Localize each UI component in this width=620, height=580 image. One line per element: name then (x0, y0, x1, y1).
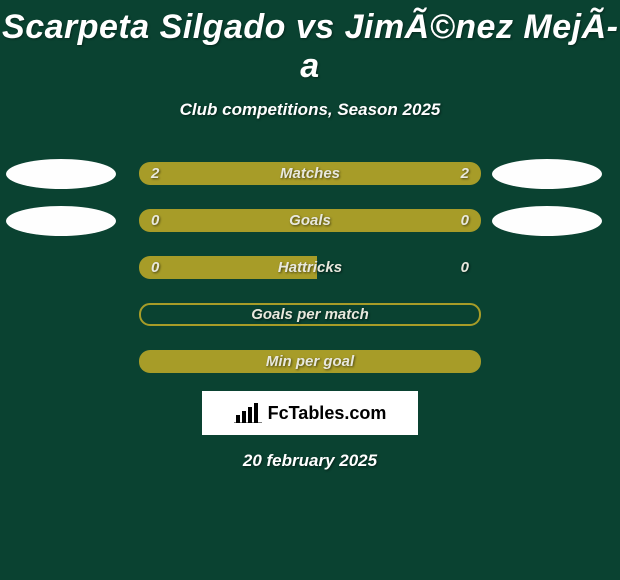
player-right-oval (492, 206, 602, 236)
stat-label: Matches (280, 165, 340, 182)
stat-row-min-per-goal: Min per goal (0, 350, 620, 373)
stat-value-right: 2 (461, 165, 469, 182)
page-title: Scarpeta Silgado vs JimÃ©nez MejÃ­a (0, 0, 620, 86)
stat-rows: 2 Matches 2 0 Goals 0 0 Hattricks 0 Goal… (0, 162, 620, 373)
brand-box[interactable]: FcTables.com (202, 391, 418, 435)
stat-row-goals-per-match: Goals per match (0, 303, 620, 326)
brand-text: FcTables.com (268, 403, 387, 424)
stat-label: Goals per match (251, 306, 369, 323)
stat-value-left: 0 (151, 259, 159, 276)
stat-row-matches: 2 Matches 2 (0, 162, 620, 185)
stat-label: Goals (289, 212, 331, 229)
stat-value-right: 0 (461, 212, 469, 229)
stat-bar: 0 Hattricks 0 (139, 256, 481, 279)
stat-row-goals: 0 Goals 0 (0, 209, 620, 232)
bar-chart-icon (234, 403, 262, 423)
stat-bar: 0 Goals 0 (139, 209, 481, 232)
player-right-oval (492, 159, 602, 189)
stat-value-left: 2 (151, 165, 159, 182)
date-text: 20 february 2025 (0, 451, 620, 471)
player-left-oval (6, 159, 116, 189)
stat-label: Hattricks (278, 259, 342, 276)
stat-label: Min per goal (266, 353, 354, 370)
stat-value-left: 0 (151, 212, 159, 229)
stat-bar: Min per goal (139, 350, 481, 373)
stat-row-hattricks: 0 Hattricks 0 (0, 256, 620, 279)
stat-value-right: 0 (461, 259, 469, 276)
player-left-oval (6, 206, 116, 236)
stat-bar: 2 Matches 2 (139, 162, 481, 185)
page-subtitle: Club competitions, Season 2025 (0, 100, 620, 120)
stat-bar: Goals per match (139, 303, 481, 326)
